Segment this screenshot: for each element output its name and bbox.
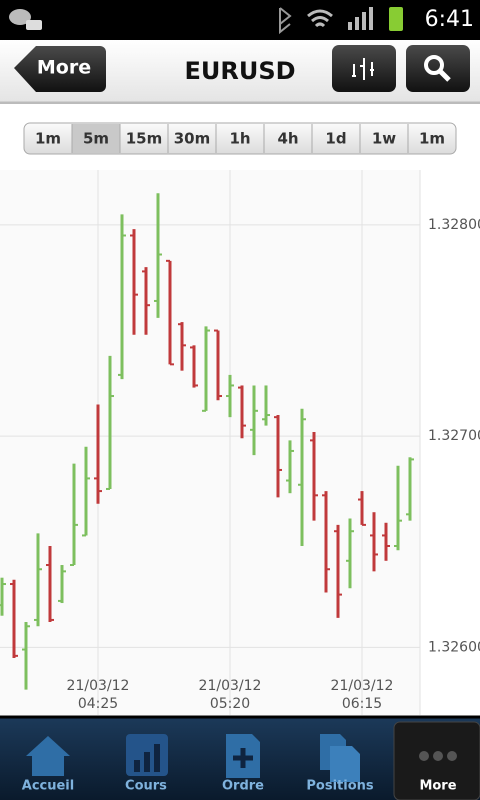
nav-selected (393, 721, 480, 800)
tab-label[interactable]: 30m (174, 130, 211, 148)
tab-label[interactable]: 1h (229, 130, 250, 148)
plot-area (0, 170, 420, 715)
y-tick-label: 1.32800 (428, 217, 480, 233)
status-bar (0, 0, 480, 40)
timeframe-tabs: 1m 5m 15m 30m 1h 4h 1d 1w 1m (23, 122, 457, 155)
status-icons (9, 7, 403, 35)
back-label[interactable]: More (37, 57, 91, 79)
indicator-icon (352, 58, 374, 80)
x-tick-label: 21/03/12 06:15 (331, 678, 394, 712)
y-tick-label: 1.32600 (428, 639, 480, 655)
search-button[interactable] (406, 45, 470, 92)
x-tick-label: 21/03/12 04:25 (67, 678, 130, 712)
nav-label[interactable]: Accueil (22, 779, 74, 794)
tab-label[interactable]: 15m (126, 130, 163, 148)
tab-selected (72, 124, 120, 153)
tab-label[interactable]: 1m (35, 130, 61, 148)
nav-label[interactable]: Cours (125, 779, 167, 794)
nav-label[interactable]: Ordre (222, 779, 264, 794)
clock: 6:41 (425, 7, 474, 32)
search-icon (424, 55, 451, 82)
nav-label[interactable]: More (419, 779, 456, 794)
tab-bar (23, 122, 457, 155)
tab-label[interactable]: 1m (419, 130, 445, 148)
tab-label[interactable]: 1w (372, 130, 396, 148)
y-tick-label: 1.32700 (428, 428, 480, 444)
header-title: EURUSD (184, 57, 295, 85)
nav-icons (26, 734, 457, 782)
nav-label[interactable]: Positions (306, 779, 374, 794)
x-tick-label: 21/03/12 05:20 (199, 678, 262, 712)
tab-label[interactable]: 4h (277, 130, 298, 148)
tab-label[interactable]: 5m (83, 130, 109, 148)
back-button[interactable] (14, 46, 106, 92)
tab-label[interactable]: 1d (325, 130, 346, 148)
